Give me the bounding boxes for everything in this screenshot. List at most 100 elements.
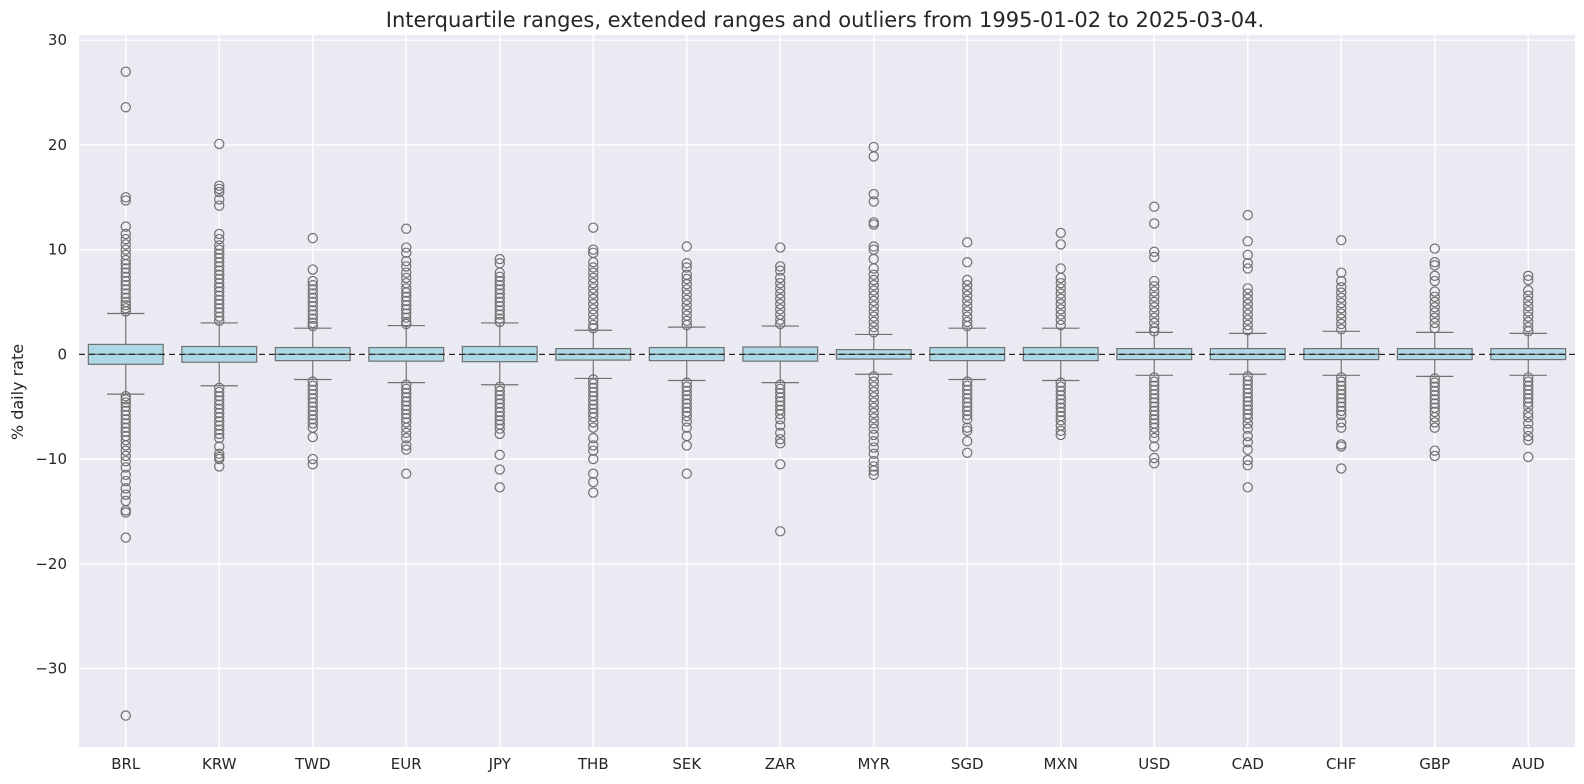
- outlier-point: [1523, 418, 1534, 429]
- x-tick-label: EUR: [391, 755, 422, 773]
- outlier-point: [1429, 257, 1440, 268]
- outlier-point: [775, 383, 786, 395]
- outlier-point: [307, 309, 318, 320]
- outlier-point: [868, 402, 879, 413]
- outlier-point: [775, 288, 786, 299]
- outlier-point: [307, 284, 318, 295]
- y-axis-ticks: 30 20 10 0 −10 −20 −30: [35, 31, 67, 677]
- outlier-point: [214, 286, 225, 297]
- outlier-point: [868, 386, 879, 398]
- box-krw: [181, 138, 258, 472]
- outlier-point: [775, 304, 786, 315]
- outlier-point: [494, 296, 505, 308]
- outlier-point: [588, 417, 599, 428]
- outlier-point: [307, 275, 318, 287]
- plot-area: [79, 35, 1575, 747]
- outlier-point: [681, 284, 692, 295]
- outlier-point: [1336, 297, 1347, 309]
- outlier-point: [214, 303, 225, 314]
- outlier-point: [401, 417, 412, 428]
- outlier-point: [214, 298, 225, 310]
- outlier-point: [775, 420, 786, 431]
- outlier-point: [307, 292, 318, 304]
- outlier-point: [494, 275, 505, 287]
- y-tick-label: −20: [35, 555, 67, 573]
- outlier-point: [1149, 422, 1160, 433]
- outlier-point: [120, 267, 131, 278]
- outlier-point: [1242, 249, 1253, 261]
- outlier-point: [588, 386, 599, 398]
- outlier-point: [120, 192, 131, 203]
- x-tick-label: TWD: [294, 755, 331, 773]
- outlier-point: [1149, 307, 1160, 318]
- outlier-point: [1055, 239, 1066, 250]
- outlier-point: [588, 293, 599, 305]
- outlier-point: [307, 459, 318, 470]
- outlier-point: [868, 469, 879, 480]
- outlier-point: [307, 313, 318, 324]
- outlier-point: [1055, 227, 1066, 239]
- outlier-point: [120, 450, 131, 462]
- outlier-point: [214, 277, 225, 289]
- outlier-point: [214, 240, 225, 251]
- outlier-point: [401, 440, 412, 451]
- outlier-point: [868, 311, 879, 322]
- outlier-point: [588, 277, 599, 289]
- outlier-point: [214, 265, 225, 276]
- outlier-point: [588, 272, 599, 284]
- outlier-point: [307, 414, 318, 425]
- outlier-point: [775, 387, 786, 399]
- outlier-point: [401, 272, 412, 284]
- outlier-point: [868, 436, 879, 447]
- x-tick-label: ZAR: [765, 755, 796, 773]
- outlier-point: [494, 464, 505, 475]
- outlier-point: [775, 459, 786, 470]
- outlier-point: [120, 489, 131, 500]
- outlier-point: [588, 304, 599, 315]
- outlier-point: [1242, 444, 1253, 455]
- outlier-point: [868, 465, 879, 476]
- outlier-point: [214, 416, 225, 427]
- outlier-point: [1149, 291, 1160, 302]
- outlier-point: [588, 440, 599, 451]
- x-tick-label: MXN: [1044, 755, 1078, 773]
- outlier-point: [1523, 270, 1534, 282]
- outlier-point: [120, 401, 131, 412]
- outlier-point: [494, 423, 505, 434]
- outlier-point: [1336, 318, 1347, 330]
- outlier-point: [775, 261, 786, 272]
- outlier-point: [1429, 385, 1440, 397]
- outlier-point: [962, 316, 973, 328]
- outlier-point: [962, 295, 973, 307]
- outlier-point: [962, 422, 973, 433]
- outlier-point: [1523, 401, 1534, 412]
- outlier-point: [401, 247, 412, 258]
- outlier-point: [868, 423, 879, 434]
- outlier-point: [1149, 405, 1160, 417]
- outlier-point: [401, 468, 412, 479]
- outlier-point: [1336, 422, 1347, 433]
- outlier-point: [1055, 293, 1066, 305]
- outlier-point: [1523, 376, 1534, 387]
- outlier-point: [1429, 302, 1440, 313]
- y-axis-label: % daily rate: [8, 344, 27, 440]
- outlier-point: [1429, 373, 1440, 384]
- outlier-point: [1523, 311, 1534, 322]
- outlier-point: [214, 424, 225, 435]
- outlier-point: [588, 399, 599, 410]
- outlier-point: [1149, 251, 1160, 263]
- outlier-point: [214, 252, 225, 264]
- outlier-point: [962, 409, 973, 421]
- outlier-point: [1429, 389, 1440, 401]
- outlier-point: [962, 320, 973, 332]
- box-sek: [648, 241, 725, 479]
- outlier-point: [120, 469, 131, 480]
- outlier-point: [681, 294, 692, 306]
- x-tick-label: MYR: [857, 755, 890, 773]
- y-tick-label: 30: [48, 31, 67, 49]
- outlier-point: [588, 487, 599, 498]
- outlier-point: [681, 402, 692, 413]
- outlier-point: [1149, 312, 1160, 323]
- outlier-point: [494, 288, 505, 299]
- outlier-point: [120, 394, 131, 405]
